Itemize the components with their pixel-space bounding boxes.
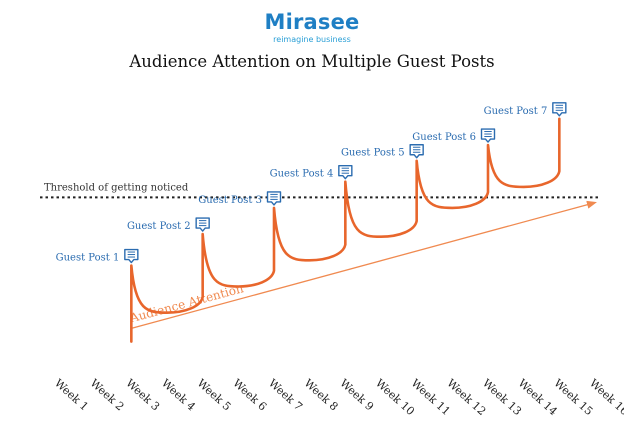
trend-arrow [131,200,597,330]
post-label: Guest Post 5 [341,148,405,159]
speech-bubble-icon [338,165,353,180]
threshold-label: Threshold of getting noticed [44,182,189,193]
speech-bubble-icon [266,191,282,206]
x-tick-label: Week 7 [266,377,305,414]
x-tick-label: Week 9 [337,377,376,414]
trend-label: Audience Attention [127,281,245,325]
x-tick-label: Week 5 [195,377,234,414]
speech-bubble-icon [480,128,496,143]
x-tick-label: Week 6 [230,377,269,414]
speech-bubble-icon [195,217,210,232]
post-label: Guest Post 6 [412,132,476,143]
post-label: Guest Post 2 [127,221,191,232]
x-tick-label: Week 16 [587,377,624,419]
x-tick-label: Week 1 [52,377,91,414]
x-tick-label: Week 3 [123,377,162,414]
post-label: Guest Post 3 [198,195,262,206]
post-label: Guest Post 4 [270,169,334,180]
attention-curve [130,117,561,343]
speech-bubble-icon [124,248,139,264]
post-label: Guest Post 7 [484,106,548,117]
x-tick-label: Week 8 [302,377,341,414]
logo-tagline: reimagine business [273,35,351,44]
post-label: Guest Post 1 [56,253,120,264]
speech-bubble-icon [552,102,567,117]
chart-title: Audience Attention on Multiple Guest Pos… [129,52,495,71]
logo-wordmark: Mirasee [264,10,360,34]
speech-bubble-icon [409,144,424,159]
x-tick-label: Week 2 [88,377,127,414]
x-tick-label: Week 4 [159,377,198,414]
